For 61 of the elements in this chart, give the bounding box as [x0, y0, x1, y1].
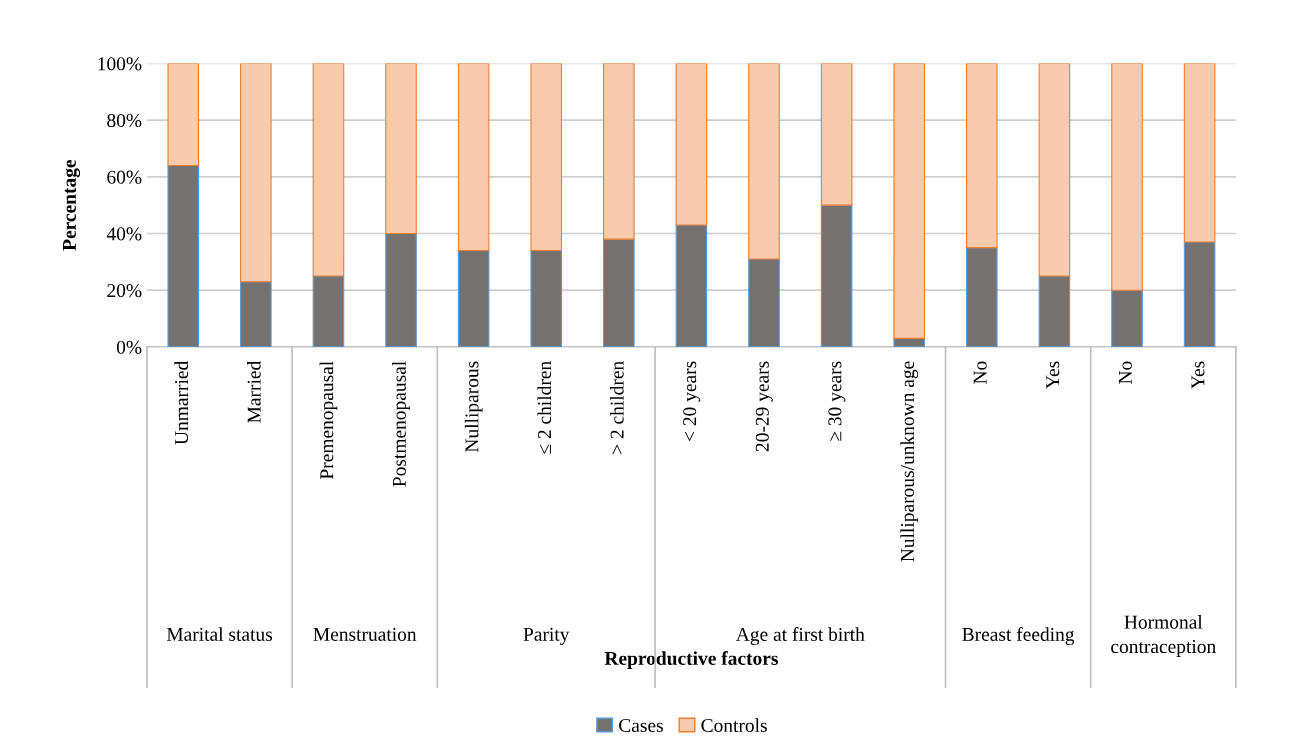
y-tick-label: 20% [107, 284, 142, 298]
text: Hormonal contraception [1111, 615, 1216, 658]
bar [240, 281, 272, 347]
bar [1038, 275, 1071, 347]
x-tick-label: Unmarried [174, 361, 189, 445]
legend-label: Controls [701, 718, 767, 733]
bar [530, 63, 563, 252]
x-tick-label: No [1118, 361, 1132, 384]
text: Marital status [166, 627, 273, 641]
x-tick-label: Yes [1191, 361, 1205, 389]
bar [603, 63, 635, 240]
bar [820, 63, 853, 206]
x-tick-label: Postmenopausal [392, 361, 410, 487]
x-tick-label: Married [247, 361, 261, 423]
x-tick-label: ≤ 2 children [537, 361, 552, 454]
bar [385, 232, 417, 347]
y-tick-label: 100% [98, 57, 142, 71]
bar [1111, 289, 1143, 347]
x-tick-label: Premenopausal [319, 361, 338, 480]
bar [167, 164, 200, 347]
y-tick-label: 80% [107, 113, 142, 128]
x-tick-label: Yes [1046, 361, 1060, 389]
bar [385, 63, 417, 235]
bar [966, 63, 998, 249]
y-tick-label: 60% [107, 170, 142, 184]
text: Menstruation [313, 627, 417, 641]
bar [457, 63, 490, 252]
bar [603, 238, 635, 347]
bar [675, 63, 708, 226]
legend-label: Cases [619, 718, 663, 733]
x-tick-label: 20-29 years [755, 361, 773, 452]
x-tick-label: > 2 children [610, 361, 624, 454]
bar [675, 224, 708, 347]
bar [748, 63, 780, 260]
x-tick-label: Nulliparous/unknown age [900, 361, 919, 562]
text: Age at first birth [735, 627, 865, 645]
bar [820, 204, 853, 347]
bar [893, 337, 926, 347]
bar [1183, 241, 1216, 347]
x-tick-label: ≥ 30 years [828, 361, 846, 441]
y-axis-title: Percentage [63, 159, 81, 251]
x-tick-label: No [973, 361, 987, 384]
bar [966, 247, 998, 347]
bar [1038, 63, 1071, 277]
bar [748, 258, 780, 347]
bar [530, 249, 563, 347]
text: Parity [523, 627, 570, 645]
bar [240, 63, 272, 283]
bar [167, 63, 200, 167]
x-tick-label: < 20 years [683, 361, 701, 441]
bar [893, 63, 926, 339]
y-tick-label: 40% [106, 227, 142, 241]
bar [1183, 63, 1216, 243]
x-axis-title: Reproductive factors [604, 651, 778, 669]
text: Breast feeding [962, 627, 1075, 645]
bar [457, 249, 490, 347]
bar [312, 275, 345, 347]
bar [1111, 63, 1143, 291]
bar [312, 63, 345, 277]
y-tick-label: 0% [116, 340, 142, 354]
x-tick-label: Nulliparous [464, 361, 483, 453]
